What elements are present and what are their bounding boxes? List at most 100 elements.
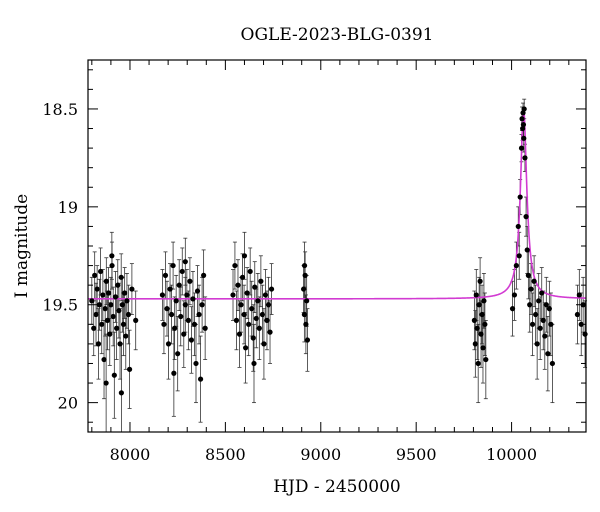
data-point <box>477 278 483 284</box>
data-point <box>126 366 133 372</box>
chart-title: OGLE-2023-BLG-0391 <box>241 25 434 45</box>
data-point <box>525 272 531 278</box>
data-point <box>178 313 184 320</box>
data-point <box>235 282 241 288</box>
data-point <box>93 311 99 318</box>
data-point <box>472 341 478 347</box>
data-point <box>582 331 588 337</box>
data-point <box>133 317 139 323</box>
data-point <box>230 292 236 298</box>
data-point <box>529 321 536 327</box>
data-point <box>509 306 516 312</box>
y-axis-label: I magnitude <box>12 194 32 298</box>
data-point <box>167 286 173 292</box>
data-point <box>112 294 119 300</box>
data-point <box>109 253 115 259</box>
data-point <box>304 337 311 343</box>
data-point <box>261 341 267 347</box>
data-point <box>89 298 95 304</box>
data-point <box>521 106 527 112</box>
data-point <box>241 253 248 259</box>
data-point <box>92 272 98 278</box>
x-tick-label: 8500 <box>205 445 246 464</box>
data-point <box>102 306 108 312</box>
data-point <box>475 360 481 367</box>
data-point <box>199 302 205 308</box>
data-point <box>533 311 539 318</box>
data-point <box>476 302 482 308</box>
data-point <box>542 333 548 339</box>
data-point <box>97 268 104 275</box>
data-point <box>264 317 270 323</box>
data-point <box>478 331 484 337</box>
data-point <box>473 292 479 298</box>
data-point <box>179 268 185 275</box>
data-point <box>513 262 519 269</box>
data-point <box>521 135 527 141</box>
data-point <box>244 290 250 296</box>
data-point <box>243 345 249 351</box>
data-point <box>99 321 105 327</box>
data-point <box>238 302 244 308</box>
data-point <box>114 325 120 331</box>
data-point <box>181 331 187 337</box>
data-point <box>519 116 525 122</box>
plot-frame <box>87 59 587 433</box>
data-points-layer <box>89 106 588 396</box>
data-point <box>101 356 107 363</box>
data-point <box>122 290 128 296</box>
data-point <box>94 286 100 292</box>
data-point <box>539 290 545 296</box>
data-point <box>194 288 201 294</box>
data-point <box>107 331 113 337</box>
data-point <box>301 311 307 318</box>
x-tick-label: 8000 <box>110 445 151 464</box>
data-point <box>201 272 207 278</box>
data-point <box>170 262 176 269</box>
data-point <box>471 317 477 323</box>
data-point <box>252 284 258 290</box>
data-point <box>119 302 125 308</box>
data-point <box>123 333 129 339</box>
x-tick-label: 9000 <box>300 445 341 464</box>
x-tick-label: 10000 <box>486 445 537 464</box>
data-point <box>161 321 167 327</box>
data-point <box>232 262 238 269</box>
data-point <box>301 262 308 269</box>
data-point <box>543 302 549 308</box>
data-point <box>168 311 175 318</box>
data-point <box>548 321 554 327</box>
data-point <box>173 298 179 304</box>
data-point <box>104 317 111 323</box>
data-point <box>262 292 269 298</box>
data-point <box>100 292 106 298</box>
data-point <box>115 282 121 288</box>
data-point <box>546 306 552 312</box>
data-point <box>120 321 127 327</box>
x-axis-label: HJD - 2450000 <box>273 477 401 497</box>
data-point <box>196 311 202 318</box>
data-point <box>515 223 521 230</box>
data-point <box>187 278 193 284</box>
data-point <box>124 298 130 304</box>
x-tick-label: 9500 <box>396 445 437 464</box>
error-bars-layer <box>89 98 588 433</box>
data-point <box>109 262 115 269</box>
data-point <box>481 298 487 304</box>
data-point <box>175 351 181 357</box>
data-point <box>159 292 166 298</box>
data-point <box>520 122 527 128</box>
data-point <box>129 286 135 292</box>
data-point <box>302 272 308 278</box>
data-point <box>111 372 117 378</box>
data-point <box>233 317 240 323</box>
data-point <box>253 315 259 322</box>
model-curve <box>88 108 587 300</box>
data-point <box>184 292 190 298</box>
data-point <box>125 311 132 318</box>
data-point <box>172 325 178 331</box>
data-point <box>483 356 489 363</box>
data-point <box>241 311 247 318</box>
data-point <box>95 341 102 347</box>
data-point <box>162 272 169 278</box>
